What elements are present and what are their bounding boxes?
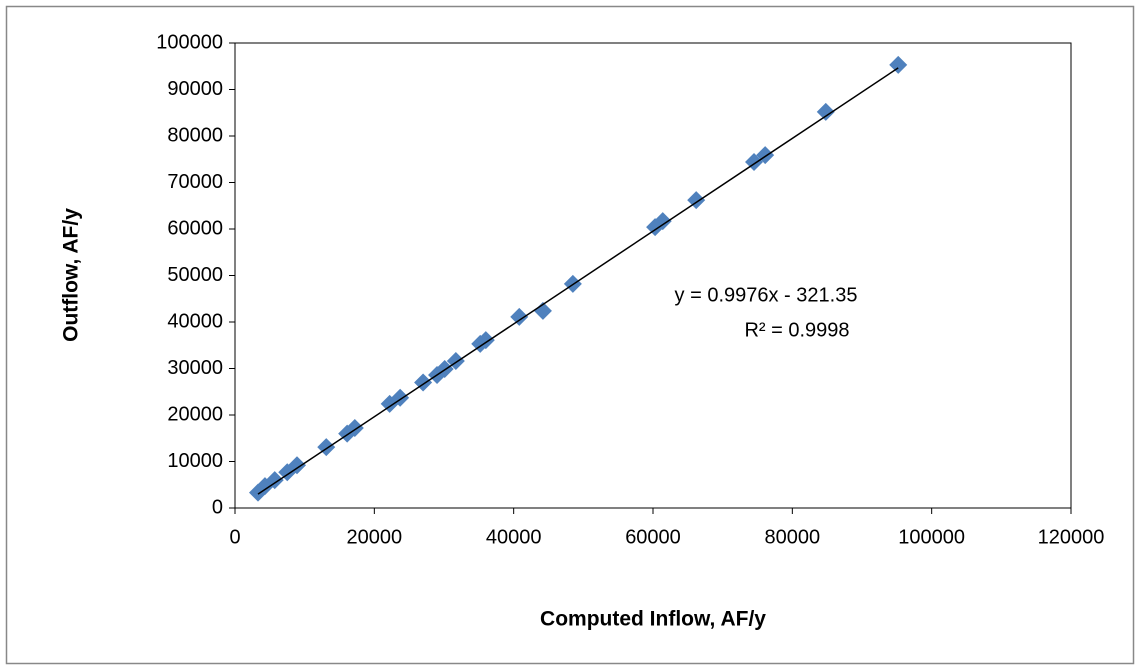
x-tick-label: 20000 [347,526,403,548]
y-tick-label: 80000 [167,124,223,146]
chart-border [5,5,1135,665]
x-tick-label: 60000 [625,526,681,548]
y-tick-label: 100000 [156,31,223,53]
x-tick-label: 0 [229,526,240,548]
y-tick-label: 70000 [167,171,223,193]
data-point [889,55,908,74]
data-point [653,212,672,231]
y-tick-label: 20000 [167,403,223,425]
trendline [257,67,899,495]
x-tick-label: 100000 [898,526,965,548]
y-tick-label: 90000 [167,78,223,100]
y-tick-label: 60000 [167,217,223,239]
x-tick-label: 80000 [765,526,821,548]
data-point [265,471,284,490]
data-point [288,456,307,475]
equation-label: y = 0.9976x - 321.35 [675,284,858,306]
y-axis-title: Outflow, AF/y [60,208,83,342]
x-tick-label: 120000 [1038,526,1105,548]
y-tick-label: 0 [212,496,223,518]
data-point [816,102,835,121]
x-tick-label: 40000 [486,526,542,548]
data-point [533,301,552,320]
data-point [510,307,529,326]
y-tick-label: 10000 [167,450,223,472]
y-tick-label: 40000 [167,310,223,332]
y-tick-label: 50000 [167,264,223,286]
x-axis-title: Computed Inflow, AF/y [540,608,766,631]
r-squared-label: R² = 0.9998 [744,319,849,341]
y-tick-label: 30000 [167,357,223,379]
